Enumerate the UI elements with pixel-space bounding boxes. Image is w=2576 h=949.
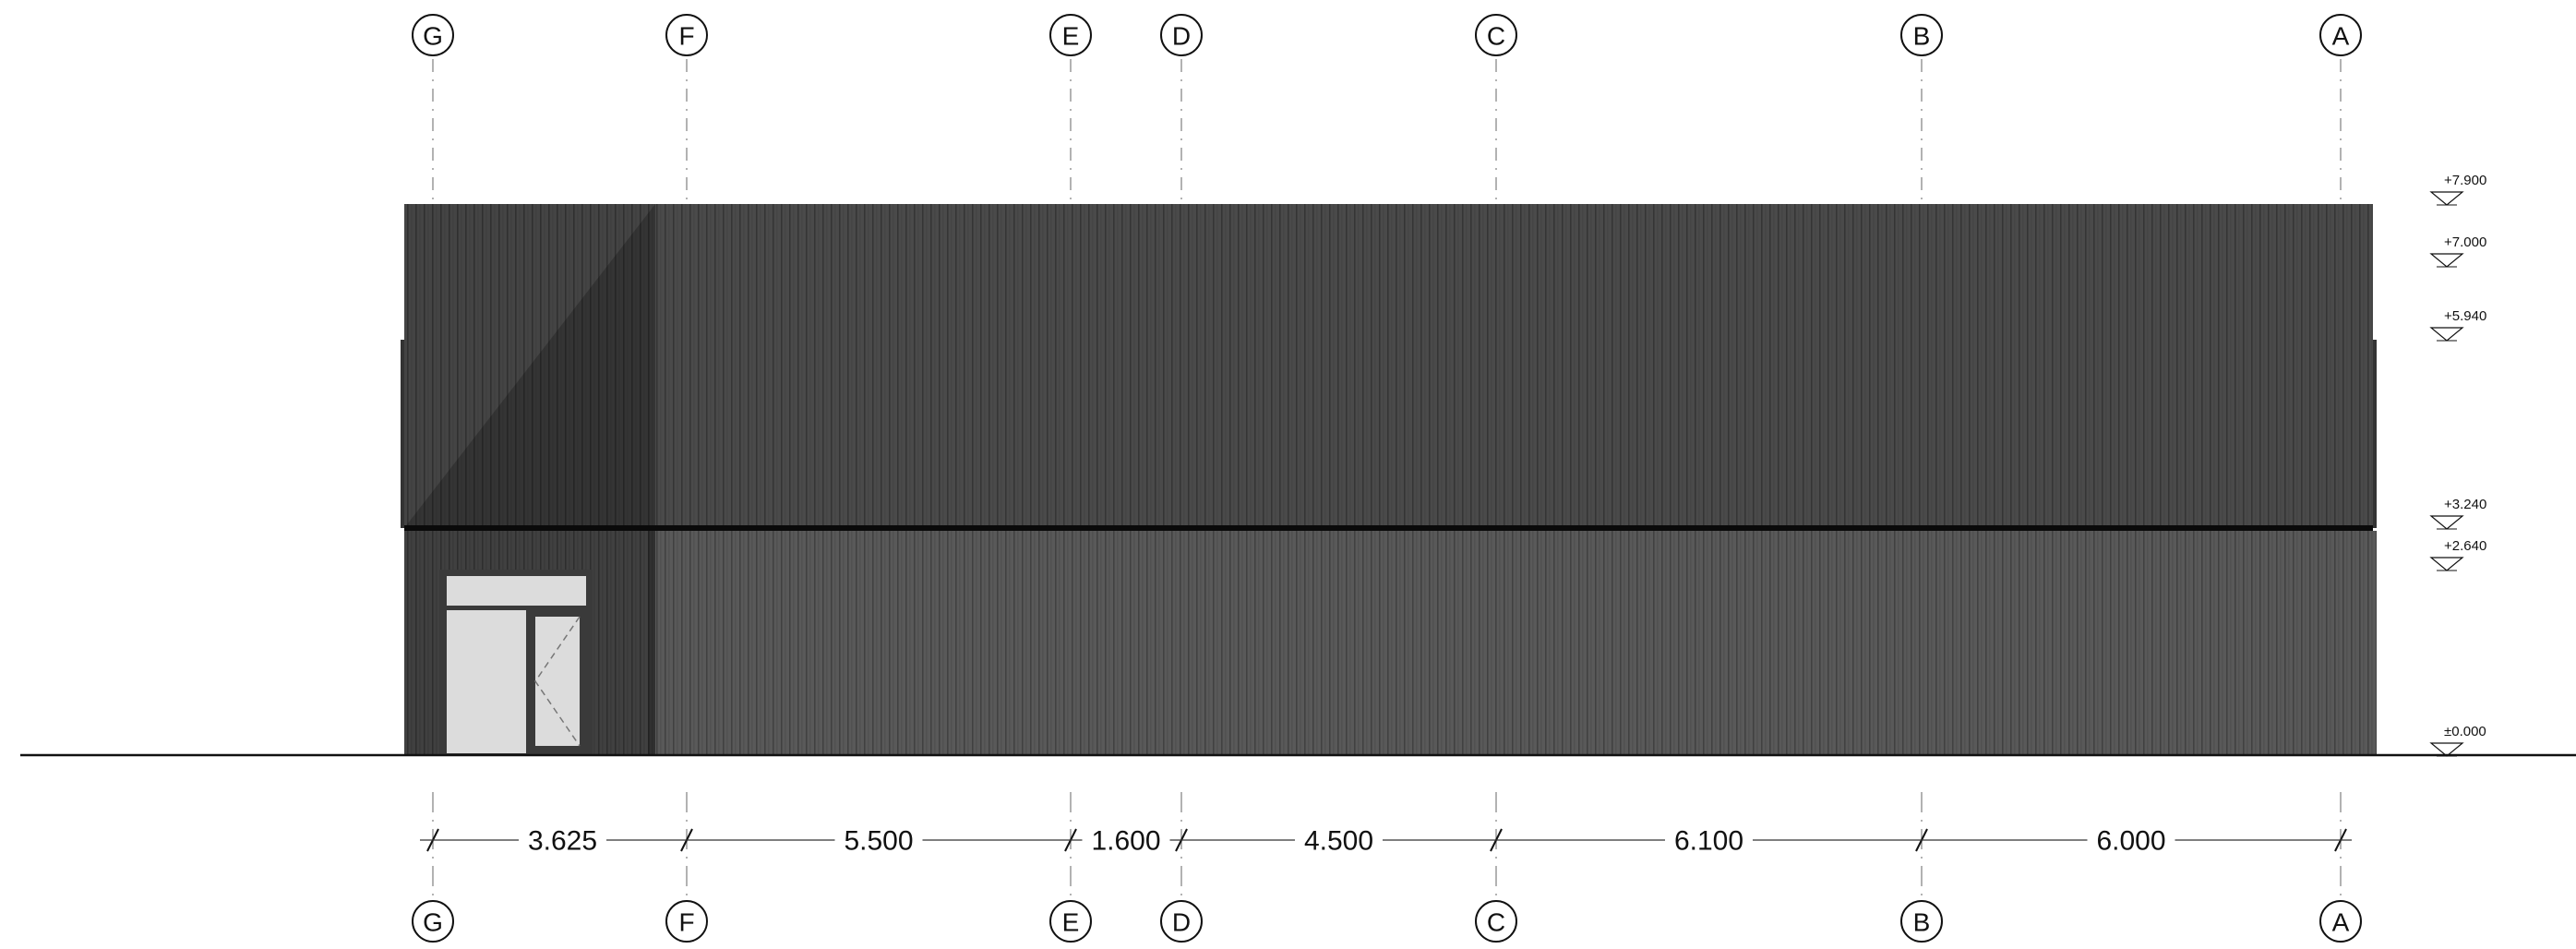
axis-label-top: C bbox=[1487, 22, 1505, 51]
axis-label-top: G bbox=[423, 22, 443, 51]
upper-right-edge-trim bbox=[2373, 340, 2377, 528]
grid-axis-a: AA bbox=[2319, 14, 2362, 943]
level-triangle-icon bbox=[2429, 191, 2464, 206]
building-facade bbox=[401, 204, 2377, 755]
level-triangle-icon bbox=[2429, 557, 2464, 571]
grid-axis-g: GG bbox=[412, 14, 454, 943]
grid-axis-e: EE bbox=[1049, 14, 1092, 943]
axis-bubble-bottom bbox=[1049, 900, 1092, 943]
door-transom bbox=[447, 576, 586, 606]
upper-cladding-ribs bbox=[404, 204, 2373, 528]
level-label: +5.940 bbox=[2444, 308, 2486, 324]
entrance-door bbox=[439, 570, 593, 755]
grid-axis-b: BB bbox=[1900, 14, 1943, 943]
axis-bubble-bottom bbox=[1475, 900, 1517, 943]
level-label: +7.900 bbox=[2444, 173, 2486, 188]
dimension-label: 1.600 bbox=[1091, 826, 1160, 857]
door-right-panel bbox=[535, 617, 580, 746]
lower-cladding-ribs bbox=[404, 531, 2377, 755]
level-label: +7.000 bbox=[2444, 234, 2486, 250]
axis-label-bottom: G bbox=[423, 908, 443, 937]
grid-axis-f: FF bbox=[665, 14, 708, 943]
dimension-chain: 3.625 5.500 1.600 4.500 6.100 6.000 bbox=[420, 823, 2352, 857]
level-triangle-icon bbox=[2429, 742, 2464, 757]
grid-axis-d: DD bbox=[1160, 14, 1203, 943]
door-swing-lines bbox=[534, 616, 581, 747]
axis-label-bottom: F bbox=[678, 908, 694, 937]
floor-band bbox=[404, 525, 2373, 531]
dimension-label-bg bbox=[834, 823, 923, 857]
dimension-label: 3.625 bbox=[528, 826, 597, 857]
dimension-label: 5.500 bbox=[844, 826, 913, 857]
door-left-panel bbox=[447, 610, 526, 753]
upper-left-edge-trim bbox=[401, 340, 404, 528]
axis-label-top: A bbox=[2332, 22, 2350, 51]
dimension-label: 6.000 bbox=[2096, 826, 2165, 857]
level-triangle-icon bbox=[2429, 327, 2464, 342]
axis-bubble-top bbox=[1475, 14, 1517, 56]
axis-bubble-top bbox=[665, 14, 708, 56]
axis-bubble-top bbox=[2319, 14, 2362, 56]
axis-bubble-bottom bbox=[1160, 900, 1203, 943]
level-marker: +3.240 bbox=[2429, 497, 2486, 530]
axis-bubble-bottom bbox=[2319, 900, 2362, 943]
level-triangle-icon bbox=[2429, 515, 2464, 530]
level-label: +3.240 bbox=[2444, 497, 2486, 512]
axis-label-bottom: E bbox=[1062, 908, 1080, 937]
level-marker: +7.000 bbox=[2429, 234, 2486, 268]
axis-label-top: D bbox=[1172, 22, 1191, 51]
dimension-label: 4.500 bbox=[1304, 826, 1373, 857]
level-label: ±0.000 bbox=[2444, 724, 2486, 739]
level-label: +2.640 bbox=[2444, 538, 2486, 554]
axis-label-bottom: B bbox=[1913, 908, 1931, 937]
axis-bubble-top bbox=[412, 14, 454, 56]
lower-left-pier bbox=[648, 531, 655, 755]
dimension-label-bg bbox=[1295, 823, 1383, 857]
level-marker: +5.940 bbox=[2429, 308, 2486, 342]
dimension-label-bg bbox=[519, 823, 606, 857]
dimension-label-bg bbox=[1082, 823, 1170, 857]
axis-label-top: F bbox=[678, 22, 694, 51]
axis-label-bottom: A bbox=[2332, 908, 2350, 937]
level-markers: +7.900 +7.000 +5.940 +3.240 +2.640 ±0.000 bbox=[2429, 173, 2486, 757]
level-marker: ±0.000 bbox=[2429, 724, 2486, 757]
axis-bubble-bottom bbox=[1900, 900, 1943, 943]
axis-label-top: B bbox=[1913, 22, 1931, 51]
level-marker: +7.900 bbox=[2429, 173, 2486, 206]
grid-axis-c: CC bbox=[1475, 14, 1517, 943]
axis-bubble-bottom bbox=[665, 900, 708, 943]
gable-shadow bbox=[404, 204, 655, 528]
dimension-label-bg bbox=[1665, 823, 1753, 857]
upper-left-shadow bbox=[404, 204, 655, 528]
axis-bubble-bottom bbox=[412, 900, 454, 943]
level-marker: +2.640 bbox=[2429, 538, 2486, 571]
axis-label-bottom: C bbox=[1487, 908, 1505, 937]
level-triangle-icon bbox=[2429, 253, 2464, 268]
axis-bubble-top bbox=[1049, 14, 1092, 56]
axis-bubble-top bbox=[1900, 14, 1943, 56]
axis-bubble-top bbox=[1160, 14, 1203, 56]
axis-label-bottom: D bbox=[1172, 908, 1191, 937]
axis-label-top: E bbox=[1062, 22, 1080, 51]
dimension-label-bg bbox=[2087, 823, 2175, 857]
dimension-label: 6.100 bbox=[1674, 826, 1743, 857]
